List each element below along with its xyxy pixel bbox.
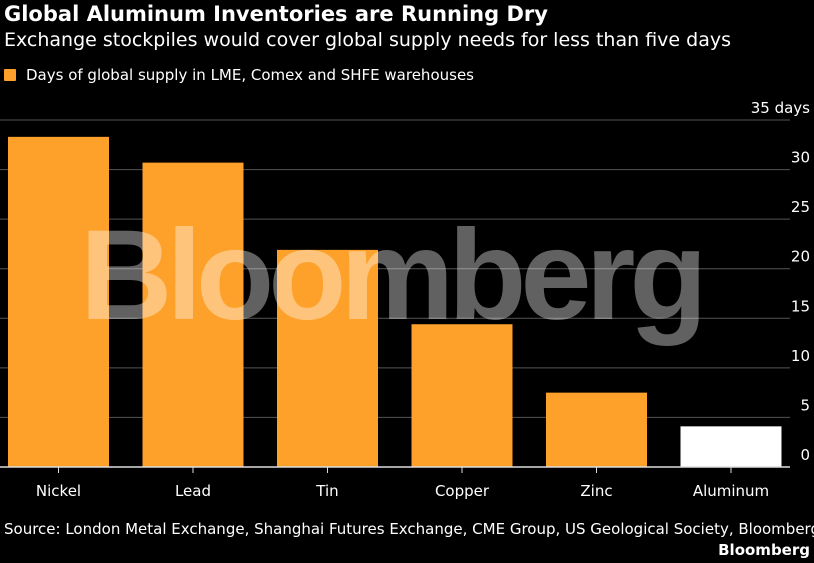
source-note: Source: London Metal Exchange, Shanghai … bbox=[4, 520, 814, 538]
bar-aluminum bbox=[680, 426, 782, 467]
y-tick-label: 0 bbox=[800, 446, 810, 464]
bar-tin bbox=[277, 249, 378, 467]
y-tick-label: 25 bbox=[791, 198, 810, 216]
x-tick-label: Aluminum bbox=[693, 482, 769, 500]
x-tick-label: Zinc bbox=[580, 482, 612, 500]
bar-copper bbox=[411, 324, 513, 467]
chart-title: Global Aluminum Inventories are Running … bbox=[4, 2, 548, 26]
chart-subtitle: Exchange stockpiles would cover global s… bbox=[4, 29, 731, 51]
bar-zinc bbox=[546, 392, 647, 467]
legend-label: Days of global supply in LME, Comex and … bbox=[26, 66, 474, 84]
y-tick-label: 10 bbox=[791, 347, 810, 365]
y-tick-label: 20 bbox=[791, 248, 810, 266]
x-tick-label: Tin bbox=[315, 482, 338, 500]
x-tick-label: Nickel bbox=[36, 482, 81, 500]
x-tick-label: Copper bbox=[435, 482, 490, 500]
x-tick-label: Lead bbox=[175, 482, 211, 500]
y-tick-label: 15 bbox=[791, 297, 810, 315]
bar-lead bbox=[142, 162, 244, 468]
brand-label: Bloomberg bbox=[718, 541, 810, 559]
y-tick-label: 5 bbox=[800, 396, 810, 414]
y-tick-label: 35 days bbox=[751, 99, 810, 117]
legend-swatch bbox=[4, 69, 16, 81]
legend: Days of global supply in LME, Comex and … bbox=[4, 66, 474, 84]
bar-nickel bbox=[8, 136, 109, 467]
y-tick-label: 30 bbox=[791, 149, 810, 167]
